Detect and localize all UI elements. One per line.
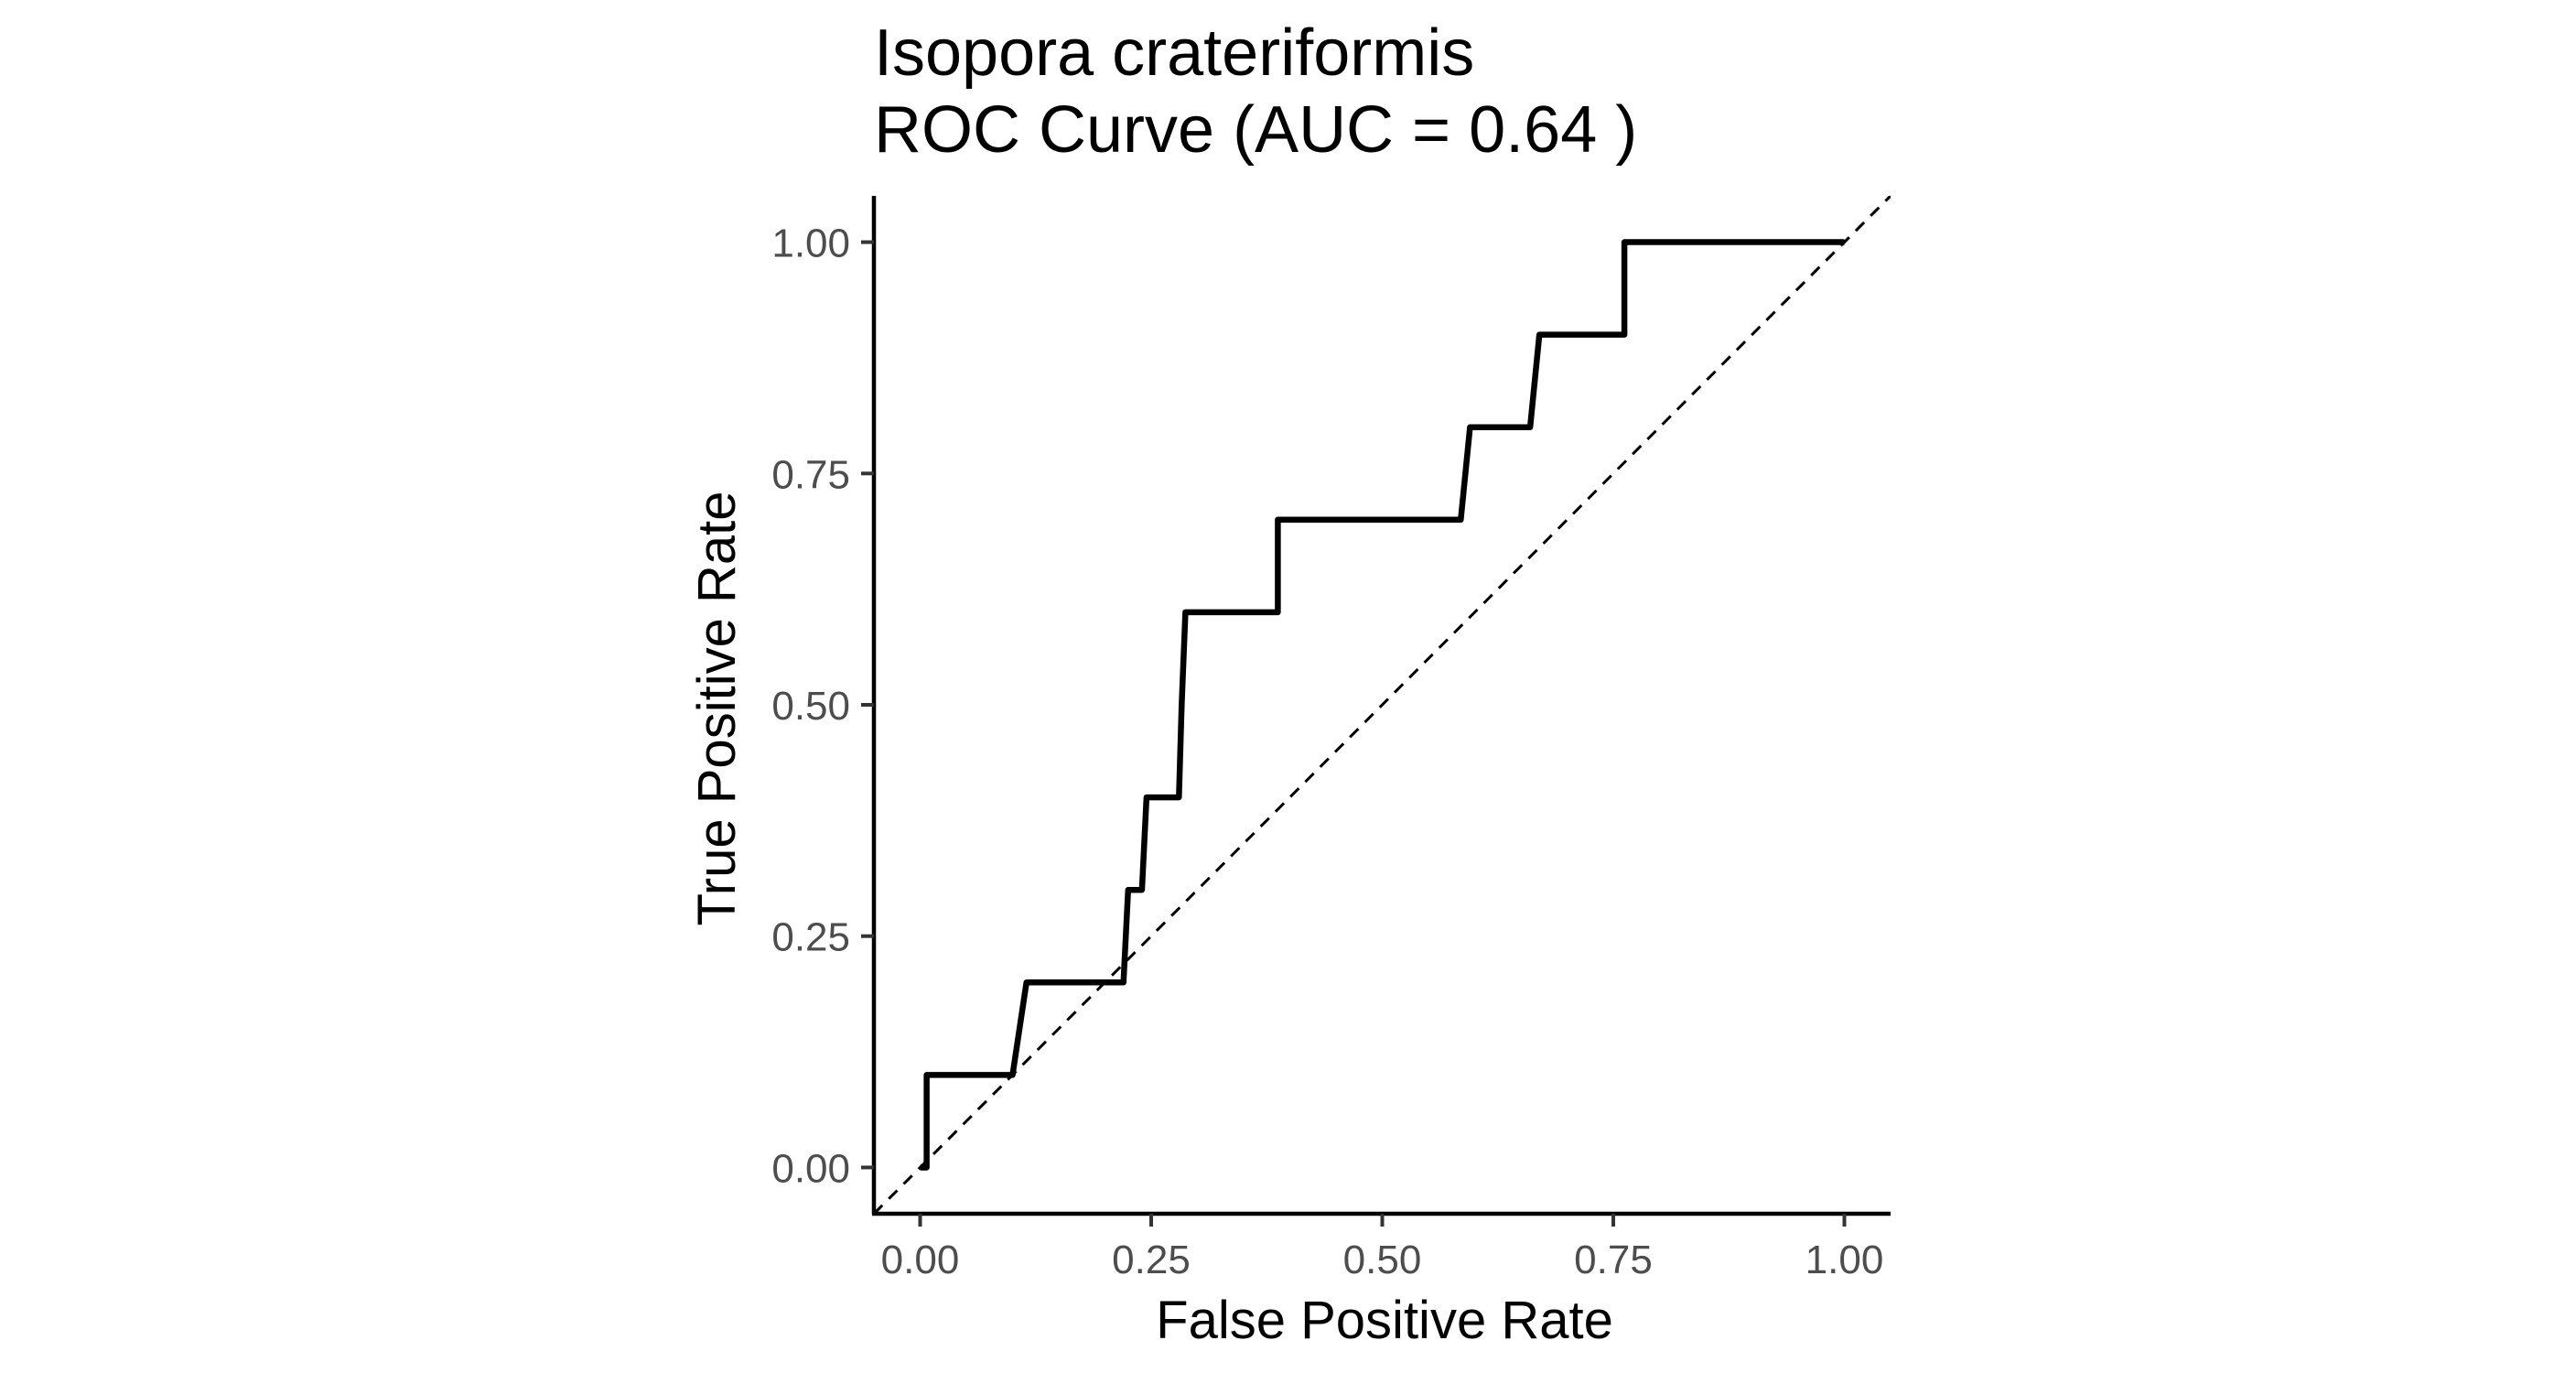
diagonal-reference-line	[874, 196, 1891, 1214]
y-axis-title: True Positive Rate	[687, 492, 747, 926]
y-tick-label: 0.25	[771, 915, 850, 960]
y-tick-label: 0.75	[771, 452, 850, 497]
x-tick-label: 1.00	[1805, 1238, 1884, 1282]
x-axis-title: False Positive Rate	[1156, 1291, 1613, 1350]
y-tick-label: 1.00	[771, 222, 850, 266]
tick-labels: 0.00 0.25 0.50 0.75 1.00 0.00 0.25 0.50 0.75 1.00	[771, 222, 1883, 1282]
plot-area	[874, 196, 1891, 1214]
x-tick-label: 0.50	[1343, 1238, 1422, 1282]
y-tick-label: 0.50	[771, 684, 850, 729]
chart-title-line-1: Isopora crateriformis	[874, 16, 1474, 90]
y-tick-label: 0.00	[771, 1146, 850, 1191]
x-tick-label: 0.75	[1574, 1238, 1653, 1282]
axes	[861, 196, 1891, 1227]
x-tick-label: 0.00	[881, 1238, 960, 1282]
x-tick-label: 0.25	[1112, 1238, 1191, 1282]
chart-title-line-2: ROC Curve (AUC = 0.64 )	[874, 93, 1637, 167]
roc-curve-line	[920, 239, 1845, 1171]
